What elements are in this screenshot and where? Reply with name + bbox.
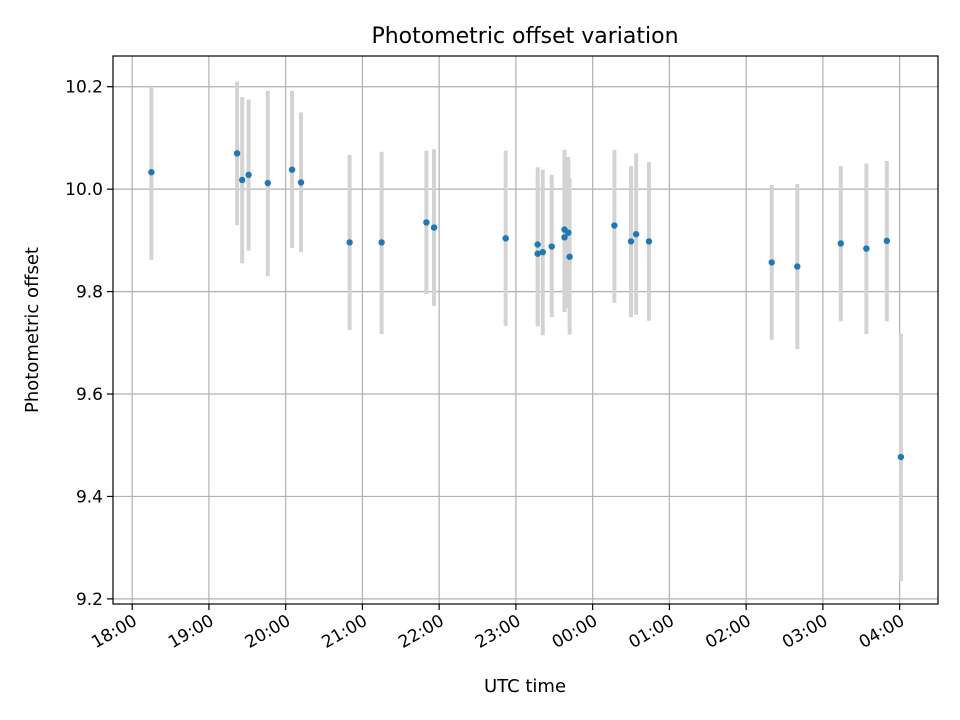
grid-lines <box>113 56 938 604</box>
data-point <box>238 176 246 184</box>
y-tick-label: 9.8 <box>76 283 103 303</box>
data-point <box>430 224 438 231</box>
data-point <box>148 169 155 176</box>
data-point <box>378 239 385 246</box>
y-tick-label: 9.4 <box>76 487 103 507</box>
data-point <box>534 250 541 257</box>
y-tick-label: 9.2 <box>76 590 103 610</box>
data-point <box>897 453 905 461</box>
data-point <box>645 238 653 245</box>
data-point <box>768 259 775 266</box>
data-point <box>264 179 271 187</box>
data-point <box>565 229 572 236</box>
x-axis-label: UTC time <box>484 676 566 697</box>
data-point <box>502 235 509 242</box>
data-point <box>288 166 296 173</box>
data-point <box>534 241 541 248</box>
data-point <box>566 253 573 260</box>
data-point <box>297 179 305 186</box>
y-tick-label: 9.6 <box>76 385 103 405</box>
data-point <box>837 240 844 247</box>
data-point <box>883 237 891 245</box>
data-point <box>632 231 640 238</box>
data-point <box>611 222 618 229</box>
chart-title: Photometric offset variation <box>371 24 678 49</box>
data-point <box>863 245 870 252</box>
data-point <box>233 150 241 157</box>
data-point <box>627 238 635 245</box>
data-point <box>346 239 353 246</box>
data-point <box>794 263 801 270</box>
y-tick-label: 10.0 <box>65 180 103 200</box>
data-point <box>548 243 555 250</box>
plot-frame <box>112 55 939 605</box>
y-tick-label: 10.2 <box>65 78 103 98</box>
data-point <box>423 219 430 226</box>
data-points <box>148 150 905 461</box>
y-axis-ticks: 9.2 9.4 9.6 9.8 10.0 10.2 <box>65 78 113 610</box>
data-point <box>539 248 546 256</box>
data-point <box>561 234 568 241</box>
y-axis-label: Photometric offset <box>22 247 43 413</box>
data-point <box>245 171 252 179</box>
